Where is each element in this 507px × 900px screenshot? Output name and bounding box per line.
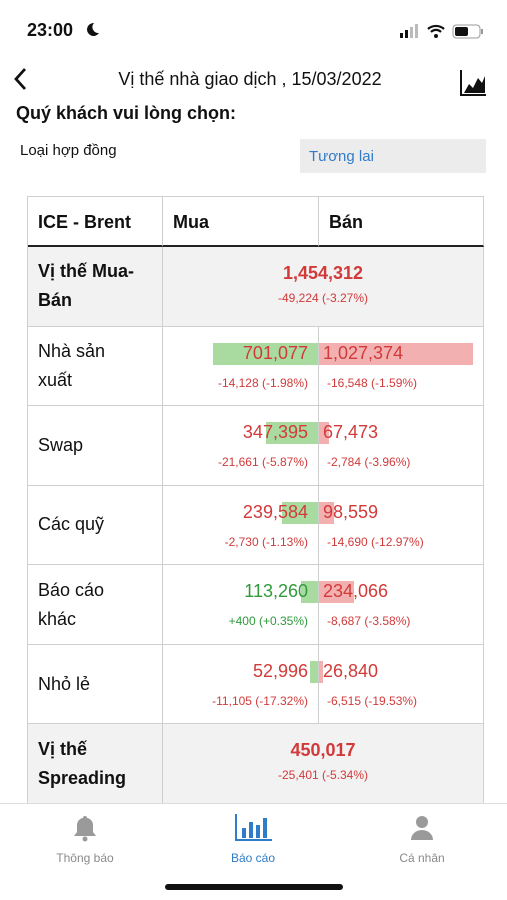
column-header: Mua bbox=[163, 197, 319, 247]
net-value: 450,017 bbox=[290, 740, 356, 761]
status-time: 23:00 bbox=[27, 20, 74, 40]
sell-bar bbox=[319, 581, 355, 604]
sell-value: 234,066 bbox=[323, 581, 389, 602]
buy-cell: 239,584 -2,730 (-1.13%) bbox=[163, 485, 319, 566]
report-icon bbox=[235, 814, 272, 841]
net-value: 1,454,312 bbox=[282, 263, 364, 283]
tab-bar: Thông báo Báo cáo Cá nhân bbox=[0, 803, 507, 900]
row-name-text: Báo cáo khác bbox=[38, 579, 105, 629]
buy-bar bbox=[310, 660, 318, 683]
buy-value: 347,395 bbox=[242, 422, 308, 443]
prompt: Quý khách vui lòng chọn: bbox=[16, 103, 237, 123]
chart-button[interactable] bbox=[458, 68, 488, 98]
sell-value: 98,559 bbox=[323, 501, 379, 522]
tab-label[interactable]: Thông báo bbox=[56, 851, 114, 865]
buy-value: 113,260 bbox=[244, 581, 308, 602]
buy-value: 701,077 bbox=[242, 342, 308, 363]
buy-value: 239,584 bbox=[242, 501, 308, 522]
row-name-text: Swap bbox=[38, 434, 84, 455]
sell-cell: 234,066 -8,687 (-3.58%) bbox=[319, 565, 484, 645]
sell-change: -8,687 (-3.58%) bbox=[327, 614, 411, 629]
row-name-text: Vị thế Mua-Bán bbox=[38, 261, 135, 311]
positions-table: ICE - Brent Mua Bán Vị thế Mua-Bán 1,454,312… bbox=[27, 196, 484, 804]
sell-bar bbox=[319, 342, 473, 365]
buy-cell: 347,395 -21,661 (-5.87%) bbox=[163, 406, 319, 486]
sell-bar bbox=[319, 660, 324, 683]
sell-bar bbox=[319, 422, 330, 445]
buy-cell: 52,996 -11,105 (-17.32%) bbox=[163, 644, 319, 725]
sell-change: -16,548 (-1.59%) bbox=[327, 375, 418, 390]
buy-value: 52,996 bbox=[252, 660, 308, 681]
row-name: Các quỹ bbox=[28, 485, 163, 566]
buy-cell: 113,260 +400 (+0.35%) bbox=[163, 565, 319, 645]
row-name-text: Vị thế Spreading bbox=[38, 738, 127, 788]
row-name-text: Nhà sản xuất bbox=[38, 340, 106, 390]
net-change: -25,401 (-5.34%) bbox=[277, 768, 369, 783]
status-icons bbox=[400, 24, 483, 39]
buy-bar bbox=[301, 581, 318, 604]
column-header: Bán bbox=[319, 197, 484, 247]
sell-change: -6,515 (-19.53%) bbox=[327, 693, 418, 708]
net-change: -49,224 (-3.27%) bbox=[277, 291, 369, 305]
row-name: Nhỏ lẻ bbox=[28, 644, 163, 725]
column-header-text: ICE - Brent bbox=[38, 212, 132, 232]
buy-change: -11,105 (-17.32%) bbox=[212, 693, 308, 708]
row-name: Vị thế Spreading bbox=[28, 724, 163, 804]
buy-change: -2,730 (-1.13%) bbox=[224, 534, 308, 549]
column-header-text: Mua bbox=[173, 212, 209, 232]
sell-value: 67,473 bbox=[323, 422, 379, 443]
sell-change: -14,690 (-12.97%) bbox=[327, 534, 424, 549]
filter-dropdown[interactable]: Tương lai bbox=[300, 139, 486, 173]
bell-icon bbox=[74, 816, 96, 842]
column-header: ICE - Brent bbox=[28, 197, 163, 247]
row-name: Nhà sản xuất bbox=[28, 326, 163, 407]
back-button[interactable] bbox=[10, 66, 32, 92]
buy-change: +400 (+0.35%) bbox=[228, 614, 308, 629]
buy-bar bbox=[282, 501, 318, 524]
home-indicator bbox=[165, 884, 343, 890]
tab-label[interactable]: Cá nhân bbox=[399, 851, 445, 865]
sell-cell: 98,559 -14,690 (-12.97%) bbox=[319, 485, 484, 566]
moon-icon bbox=[87, 22, 99, 36]
sell-value: 1,027,374 bbox=[323, 342, 404, 363]
sell-cell: 67,473 -2,784 (-3.96%) bbox=[319, 406, 484, 486]
buy-change: -21,661 (-5.87%) bbox=[217, 455, 308, 470]
page-title: Vị thế nhà giao dịch , 15/03/2022 bbox=[118, 69, 382, 89]
tab-label[interactable]: Báo cáo bbox=[230, 851, 276, 865]
filter-label: Loại hợp đồng bbox=[20, 142, 117, 159]
column-header-text: Bán bbox=[329, 212, 364, 232]
net-cell: 1,454,312 -49,224 (-3.27%) bbox=[163, 247, 484, 327]
buy-bar bbox=[265, 422, 318, 445]
sell-bar bbox=[319, 501, 334, 524]
buy-change: -14,128 (-1.98%) bbox=[217, 375, 308, 390]
row-name: Vị thế Mua-Bán bbox=[28, 247, 163, 327]
buy-cell: 701,077 -14,128 (-1.98%) bbox=[163, 326, 319, 407]
person-icon bbox=[411, 816, 433, 840]
net-cell: 450,017 -25,401 (-5.34%) bbox=[163, 724, 484, 804]
buy-bar bbox=[212, 342, 318, 365]
filter-value: Tương lai bbox=[309, 148, 374, 165]
row-name-text: Các quỹ bbox=[38, 514, 105, 535]
sell-cell: 26,840 -6,515 (-19.53%) bbox=[319, 644, 484, 725]
row-name: Báo cáo khác bbox=[28, 565, 163, 645]
sell-change: -2,784 (-3.96%) bbox=[327, 455, 411, 470]
sell-cell: 1,027,374 -16,548 (-1.59%) bbox=[319, 326, 484, 407]
sell-value: 26,840 bbox=[323, 660, 379, 681]
row-name: Swap bbox=[28, 406, 163, 486]
row-name-text: Nhỏ lẻ bbox=[38, 673, 91, 694]
